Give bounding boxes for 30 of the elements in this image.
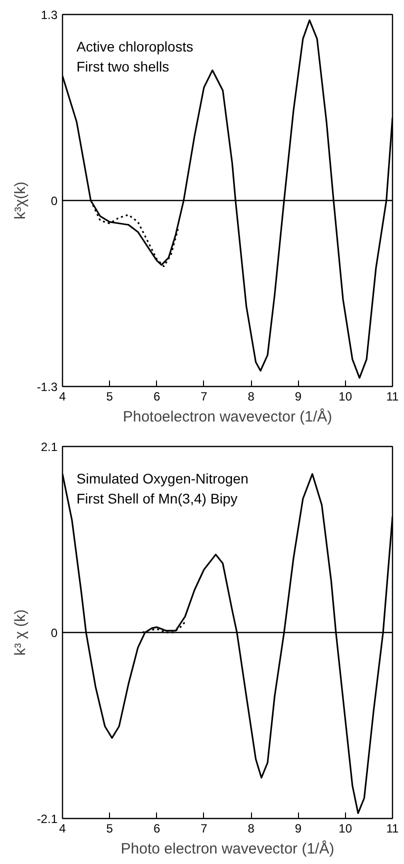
x-tick-label: 7 bbox=[200, 390, 208, 404]
x-tick-label: 11 bbox=[386, 390, 400, 404]
x-tick-label: 9 bbox=[294, 822, 302, 836]
y-tick-label: 1.3 bbox=[40, 8, 58, 22]
y-tick-label: -2.1 bbox=[36, 812, 58, 826]
y-tick-label: 0 bbox=[50, 626, 58, 640]
x-tick-label: 5 bbox=[106, 822, 114, 836]
x-tick-label: 4 bbox=[59, 822, 66, 836]
x-tick-label: 8 bbox=[248, 390, 255, 404]
x-tick-label: 6 bbox=[153, 822, 160, 836]
y-axis-title: k³χ(k) bbox=[12, 182, 29, 220]
x-tick-label: 7 bbox=[200, 822, 208, 836]
x-tick-label: 10 bbox=[338, 390, 352, 404]
x-axis-title: Photo electron wavevector (1/Å) bbox=[120, 840, 334, 858]
y-axis-title: k³ χ (k) bbox=[12, 609, 29, 656]
x-tick-label: 10 bbox=[338, 822, 352, 836]
x-axis-title: Photoelectron wavevector (1/Å) bbox=[122, 408, 332, 426]
y-tick-label: -1.3 bbox=[36, 380, 58, 394]
annotation: Simulated Oxygen-Nitrogen bbox=[76, 470, 248, 486]
x-tick-label: 8 bbox=[248, 822, 255, 836]
x-tick-label: 11 bbox=[386, 822, 400, 836]
annotation: First Shell of Mn(3,4) Bipy bbox=[76, 490, 238, 506]
x-tick-label: 5 bbox=[106, 390, 114, 404]
y-tick-label: 2.1 bbox=[40, 440, 58, 454]
x-tick-label: 4 bbox=[59, 390, 66, 404]
annotation: Active chloroplosts bbox=[76, 38, 194, 54]
y-tick-label: 0 bbox=[50, 194, 58, 208]
x-tick-label: 9 bbox=[294, 390, 302, 404]
annotation: First two shells bbox=[76, 58, 170, 74]
x-tick-label: 6 bbox=[153, 390, 160, 404]
